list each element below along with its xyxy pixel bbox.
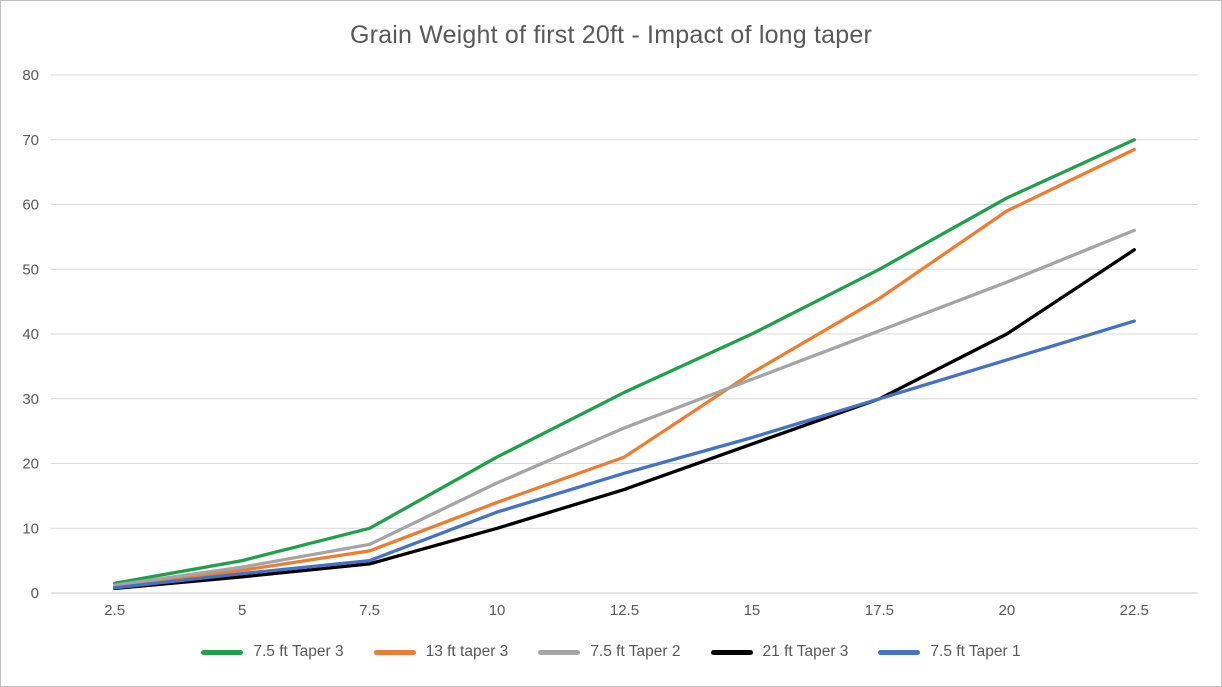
legend-item-7-5-ft-taper-3: 7.5 ft Taper 3	[201, 643, 344, 661]
x-tick-label: 5	[238, 602, 246, 619]
x-tick-label: 2.5	[104, 602, 125, 619]
y-tick-label: 70	[22, 132, 39, 149]
legend: 7.5 ft Taper 3 13 ft taper 3 7.5 ft Taper …	[1, 643, 1221, 661]
y-tick-label: 10	[22, 520, 39, 537]
y-tick-label: 40	[22, 326, 39, 343]
y-tick-label: 30	[22, 391, 39, 408]
x-axis-labels: 2.5 5 7.5 10 12.5 15 17.5 20 22.5	[104, 602, 1149, 619]
x-tick-label: 17.5	[865, 602, 894, 619]
y-tick-label: 50	[22, 261, 39, 278]
legend-line-swatch-icon	[201, 649, 244, 655]
legend-label: 13 ft taper 3	[425, 643, 509, 660]
series-line-7-5-ft-taper-2	[113, 228, 1136, 587]
x-tick-label: 22.5	[1120, 602, 1149, 619]
legend-line-swatch-icon	[710, 649, 753, 655]
y-tick-label: 80	[22, 67, 39, 84]
series-line-7-5-ft-taper-3	[113, 138, 1136, 585]
legend-label: 7.5 ft Taper 3	[253, 643, 344, 660]
legend-label: 21 ft Taper 3	[762, 643, 849, 660]
legend-item-21-ft-taper-3: 21 ft Taper 3	[710, 643, 849, 661]
y-tick-label: 60	[22, 197, 39, 214]
legend-line-swatch-icon	[373, 649, 416, 655]
chart-title: Grain Weight of first 20ft - Impact of l…	[349, 21, 873, 49]
y-axis-labels: 0 10 20 30 40 50 60 70 80	[22, 67, 39, 602]
legend-line-swatch-icon	[878, 649, 921, 655]
legend-label: 7.5 ft Taper 1	[930, 643, 1021, 660]
legend-item-13-ft-taper-3: 13 ft taper 3	[373, 643, 509, 661]
gridlines	[51, 74, 1198, 594]
legend-item-7-5-ft-taper-2: 7.5 ft Taper 2	[538, 643, 681, 661]
y-tick-label: 0	[31, 585, 39, 602]
legend-line-swatch-icon	[538, 649, 581, 655]
x-tick-label: 20	[998, 602, 1015, 619]
legend-label: 7.5 ft Taper 2	[590, 643, 681, 660]
x-tick-label: 7.5	[359, 602, 380, 619]
series-line-21-ft-taper-3	[113, 248, 1136, 591]
x-tick-label: 10	[489, 602, 506, 619]
series-line-13-ft-taper-3	[113, 147, 1136, 589]
y-tick-label: 20	[22, 456, 39, 473]
x-tick-label: 12.5	[610, 602, 639, 619]
series-line-7-5-ft-taper-1	[113, 319, 1136, 590]
legend-item-7-5-ft-taper-1: 7.5 ft Taper 1	[878, 643, 1021, 661]
x-tick-label: 15	[744, 602, 761, 619]
